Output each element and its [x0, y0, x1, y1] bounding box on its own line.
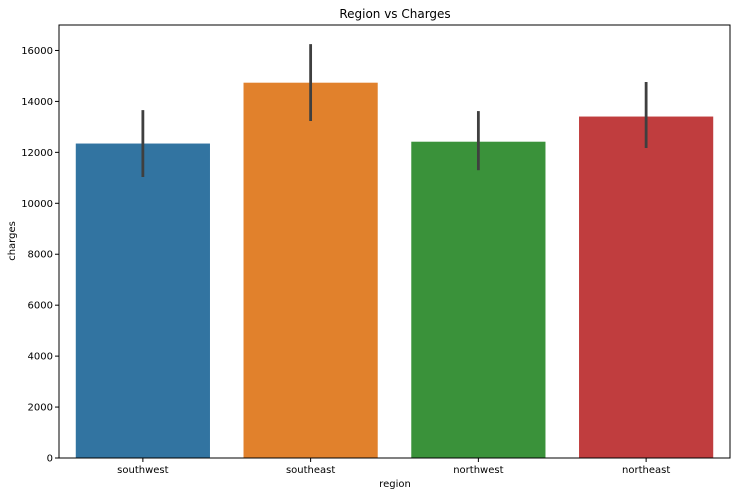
x-tick-label-southeast: southeast [286, 465, 335, 476]
bars-group [75, 82, 714, 459]
y-tick-label-14000: 14000 [21, 97, 53, 108]
y-tick-label-10000: 10000 [21, 199, 53, 210]
error-bars-group [141, 44, 648, 178]
chart-title: Region vs Charges [339, 7, 450, 21]
y-axis: 0 2000 4000 6000 8000 10000 12000 14000 16000 [21, 46, 59, 465]
x-axis-label: region [379, 479, 411, 490]
y-tick-label-4000: 4000 [28, 352, 53, 363]
y-tick-label-16000: 16000 [21, 46, 53, 57]
x-tick-label-northeast: northeast [622, 465, 670, 476]
x-tick-label-northwest: northwest [453, 465, 503, 476]
y-tick-label-8000: 8000 [28, 250, 53, 261]
y-tick-label-6000: 6000 [28, 301, 53, 312]
x-axis: southwest southeast northwest northeast [117, 458, 670, 476]
plot-frame [58, 24, 731, 459]
bar-northeast [579, 116, 714, 459]
y-tick-label-2000: 2000 [28, 403, 53, 414]
bar-northwest [411, 141, 546, 458]
bar-southeast [243, 82, 378, 458]
y-tick-label-12000: 12000 [21, 148, 53, 159]
y-axis-label: charges [7, 221, 18, 261]
y-tick-label-0: 0 [47, 454, 53, 465]
bar-southwest [75, 143, 210, 459]
x-tick-label-southwest: southwest [117, 465, 168, 476]
